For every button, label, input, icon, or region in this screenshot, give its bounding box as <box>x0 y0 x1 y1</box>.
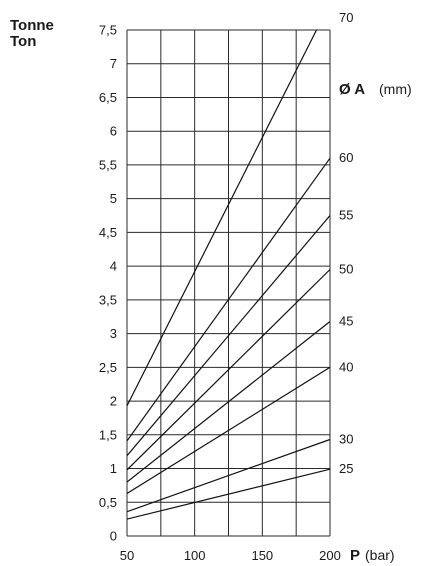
y-tick-label: 5 <box>110 191 117 206</box>
series-line-diameter-50 <box>126 269 331 471</box>
y-tick-label: 2,5 <box>99 360 117 375</box>
x-axis-ticks: 50 100 150 200 <box>120 548 341 563</box>
x-axis-title-unit: (bar) <box>365 547 395 563</box>
x-tick-label: 100 <box>184 548 206 563</box>
y-tick-label: 1 <box>110 461 117 476</box>
y-tick-label: 0 <box>110 529 117 544</box>
series-line-diameter-25 <box>126 468 331 520</box>
y-tick-label: 2 <box>110 394 117 409</box>
grid <box>126 29 331 537</box>
series-line-diameter-30 <box>126 438 331 513</box>
y-tick-label: 7 <box>110 56 117 71</box>
y-tick-label: 6 <box>110 124 117 139</box>
diameter-annotation-unit: (mm) <box>379 81 412 97</box>
y-tick-label: 7,5 <box>99 23 117 38</box>
series-line-diameter-70 <box>126 29 318 407</box>
series-label-diameter-50: 50 <box>339 262 353 277</box>
diameter-annotation-symbol: Ø A <box>339 81 365 98</box>
y-tick-label: 5,5 <box>99 157 117 172</box>
series-label-diameter-25: 25 <box>339 461 353 476</box>
y-tick-label: 3 <box>110 326 117 341</box>
y-axis-ticks: 0 0,5 1 1,5 2 2,5 3 3,5 4 4,5 5 5,5 6 6,5 7 7,5 <box>99 23 117 544</box>
series-label-diameter-55: 55 <box>339 208 353 223</box>
y-axis-title-line-2: Ton <box>10 33 36 50</box>
x-axis-title-symbol: P <box>350 547 360 564</box>
series-label-diameter-40: 40 <box>339 359 353 374</box>
y-tick-label: 0,5 <box>99 495 117 510</box>
series-lines <box>126 29 331 520</box>
x-tick-label: 50 <box>120 548 134 563</box>
series-line-diameter-45 <box>126 321 331 483</box>
y-tick-label: 6,5 <box>99 90 117 105</box>
series-line-diameter-60 <box>126 157 331 442</box>
series-line-diameter-40 <box>126 366 331 495</box>
x-tick-label: 200 <box>319 548 341 563</box>
series-label-diameter-70: 70 <box>339 10 353 25</box>
x-tick-label: 150 <box>251 548 273 563</box>
series-label-diameter-45: 45 <box>339 313 353 328</box>
series-label-diameter-30: 30 <box>339 432 353 447</box>
series-line-diameter-55 <box>126 215 331 457</box>
series-labels: 70 60 55 50 45 40 30 25 <box>339 10 353 476</box>
y-axis-title-line-1: Tonne <box>10 17 54 34</box>
series-label-diameter-60: 60 <box>339 150 353 165</box>
y-tick-label: 1,5 <box>99 427 117 442</box>
y-tick-label: 4 <box>110 259 117 274</box>
y-tick-label: 3,5 <box>99 292 117 307</box>
y-tick-label: 4,5 <box>99 225 117 240</box>
